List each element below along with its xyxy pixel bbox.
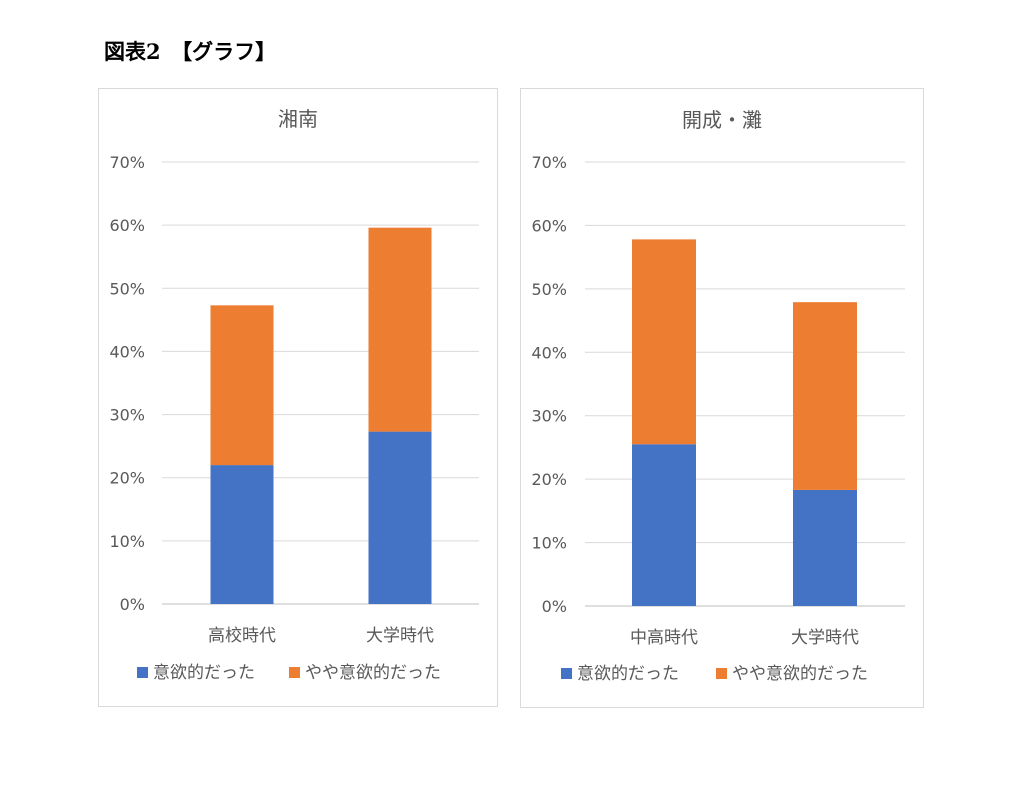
category-label: 高校時代 [208,626,276,646]
bar-segment [793,302,857,490]
y-tick-label: 0% [542,597,567,616]
page-title: 図表2 【グラフ】 [104,39,277,64]
category-label: 大学時代 [791,628,859,648]
legend-label: やや意欲的だった [732,664,868,684]
chart-title: 湘南 [278,107,318,131]
y-tick-label: 70% [109,153,145,172]
legend-swatch [561,668,572,679]
legend-swatch [716,668,727,679]
bar-segment [368,431,432,604]
y-tick-label: 30% [531,407,567,426]
y-tick-label: 10% [531,534,567,553]
bar-segment [368,227,432,432]
y-tick-label: 20% [531,470,567,489]
chart-title: 開成・灘 [682,108,762,132]
legend-label: 意欲的だった [577,664,679,684]
category-label: 大学時代 [366,626,434,646]
category-label: 中高時代 [630,628,698,648]
legend-label: やや意欲的だった [305,663,441,683]
y-tick-label: 30% [109,406,145,425]
y-tick-label: 50% [109,279,145,298]
bar-segment [210,305,274,466]
bar-segment [793,489,857,606]
bar-segment [632,239,696,445]
legend-label: 意欲的だった [153,663,255,683]
y-tick-label: 10% [109,532,145,551]
y-tick-label: 20% [109,469,145,488]
y-tick-label: 0% [120,595,145,614]
chart-panel-shonan: 湘南 0% 10% 20% 30% 40% 50% 60% 70% 高校時代 大学時代意欲的だった や… [98,88,498,707]
legend-swatch [137,667,148,678]
y-tick-label: 60% [109,216,145,235]
stacked-bar-chart-kaisei-nada: 開成・灘 0% 10% 20% 30% 40% 50% 60% 70% 中高時代 大学時代意欲的だっ… [531,108,905,684]
y-tick-label: 60% [531,216,567,235]
chart-panel-kaisei-nada: 開成・灘 0% 10% 20% 30% 40% 50% 60% 70% 中高時代 大学時代意欲的だっ… [520,88,924,708]
legend-swatch [289,667,300,678]
y-tick-label: 40% [109,342,145,361]
y-tick-label: 50% [531,280,567,299]
y-tick-label: 40% [531,343,567,362]
bar-segment [632,444,696,606]
y-tick-label: 70% [531,153,567,172]
bar-segment [210,465,274,604]
